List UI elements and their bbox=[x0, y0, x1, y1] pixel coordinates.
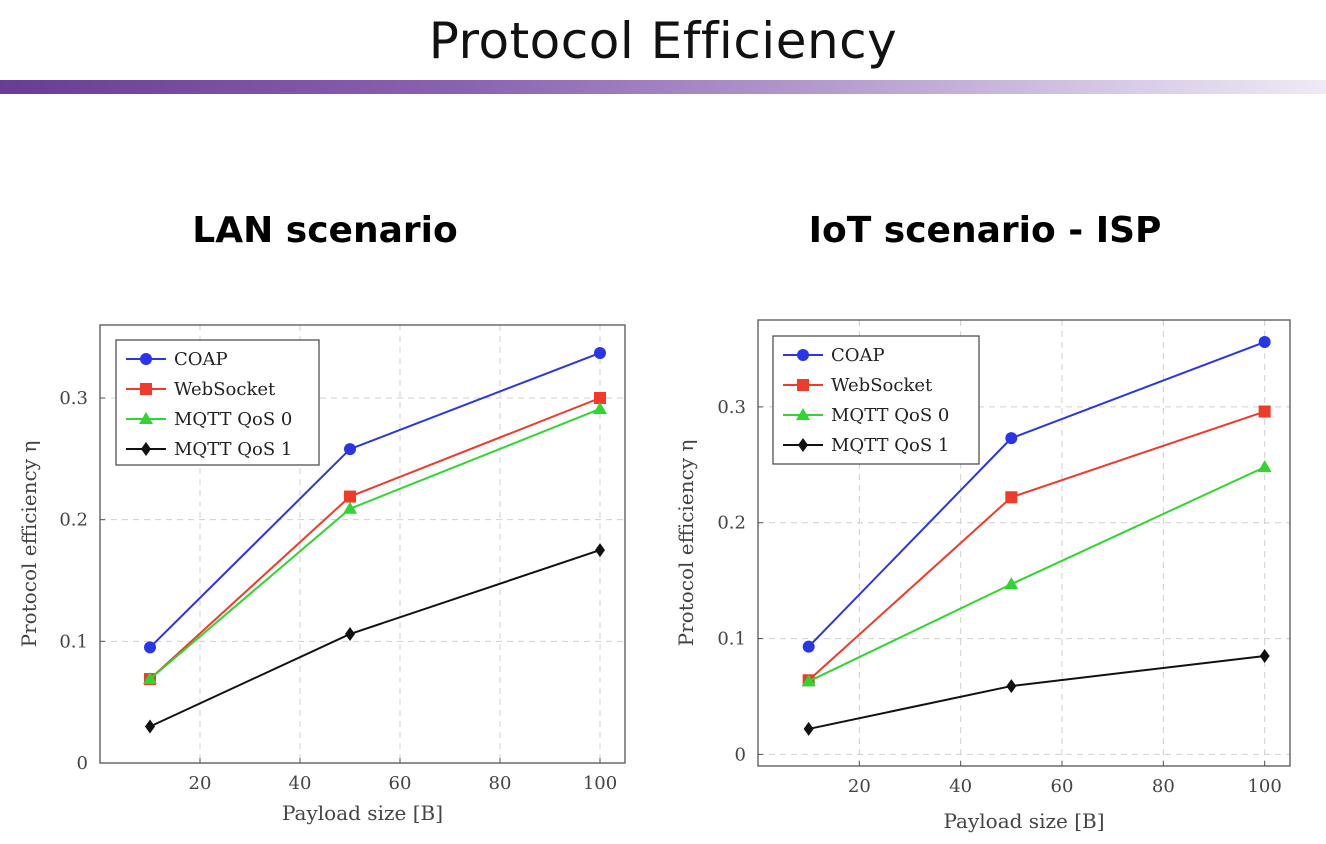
data-point bbox=[801, 674, 816, 687]
series-mqtt-qos-1 bbox=[145, 543, 605, 734]
x-tick-label: 20 bbox=[189, 773, 212, 794]
x-tick-label: 80 bbox=[489, 773, 512, 794]
y-tick-label: 0.2 bbox=[717, 513, 746, 534]
data-point bbox=[594, 392, 606, 404]
data-point bbox=[1258, 405, 1271, 418]
data-point bbox=[344, 490, 356, 503]
legend-label: MQTT QoS 1 bbox=[174, 439, 292, 460]
y-axis-label: Protocol efficiency η bbox=[674, 440, 698, 647]
legend-label: MQTT QoS 0 bbox=[831, 405, 949, 426]
series-coap bbox=[144, 346, 606, 654]
data-point bbox=[1258, 336, 1271, 349]
legend-swatch-marker bbox=[139, 412, 153, 424]
legend-label: COAP bbox=[174, 349, 228, 370]
y-tick-label: 0.3 bbox=[59, 388, 88, 409]
legend-label: MQTT QoS 1 bbox=[831, 435, 949, 456]
data-point bbox=[1006, 679, 1017, 694]
legend-swatch-marker bbox=[797, 379, 809, 391]
legend-swatch-marker bbox=[797, 349, 809, 361]
data-point bbox=[593, 401, 607, 414]
iot-legend: COAP WebSocket MQTT QoS 0 MQTT QoS 1 bbox=[772, 335, 980, 465]
lan-legend: COAP WebSocket MQTT QoS 0 MQTT QoS 1 bbox=[115, 339, 320, 466]
legend-label: COAP bbox=[831, 345, 885, 366]
data-point bbox=[145, 719, 155, 734]
data-point bbox=[594, 346, 606, 359]
legend-swatch-marker bbox=[140, 353, 152, 365]
slide-title: Protocol Efficiency bbox=[428, 12, 898, 70]
series-mqtt-qos-1 bbox=[803, 648, 1270, 736]
iot-plot-frame bbox=[757, 319, 1291, 767]
data-point bbox=[1004, 577, 1019, 590]
legend-swatch-marker bbox=[796, 408, 810, 420]
lan-grid bbox=[100, 325, 625, 764]
data-point bbox=[1257, 460, 1272, 473]
data-point bbox=[1005, 432, 1018, 445]
data-point bbox=[144, 641, 156, 654]
legend-swatch-marker bbox=[141, 442, 151, 456]
legend-swatch-marker bbox=[140, 383, 152, 395]
legend-swatch-marker bbox=[798, 438, 808, 452]
y-tick-label: 0 bbox=[77, 753, 88, 774]
x-axis-label: Payload size [B] bbox=[282, 801, 443, 825]
x-tick-label: 40 bbox=[949, 776, 972, 797]
x-tick-label: 60 bbox=[389, 773, 412, 794]
y-tick-label: 0.1 bbox=[717, 629, 746, 650]
y-tick-label: 0.2 bbox=[59, 510, 88, 531]
chart-title-lan: LAN scenario bbox=[192, 210, 458, 251]
legend-label: MQTT QoS 0 bbox=[174, 409, 292, 430]
legend-label: WebSocket bbox=[831, 375, 933, 396]
series-line bbox=[149, 549, 601, 728]
lan-chart: 20 40 60 80 100 0 0.1 0.2 0.3 Payload size [B] Pro… bbox=[17, 324, 626, 825]
x-tick-label: 60 bbox=[1051, 776, 1074, 797]
x-tick-label: 80 bbox=[1152, 776, 1175, 797]
y-tick-label: 0 bbox=[735, 744, 746, 765]
title-accent-bar bbox=[0, 80, 1326, 94]
chart-title-iot: IoT scenario - ISP bbox=[808, 210, 1162, 251]
data-point bbox=[343, 501, 357, 514]
x-tick-label: 100 bbox=[583, 773, 617, 794]
series-line bbox=[808, 466, 1266, 683]
data-point bbox=[1259, 648, 1270, 663]
data-point bbox=[143, 672, 157, 685]
x-tick-label: 20 bbox=[848, 776, 871, 797]
data-point bbox=[803, 721, 814, 736]
data-point bbox=[802, 640, 815, 653]
x-tick-label: 100 bbox=[1247, 776, 1281, 797]
lan-plot-frame bbox=[99, 324, 626, 764]
series-coap bbox=[802, 336, 1271, 653]
data-point bbox=[1005, 491, 1018, 504]
series-line bbox=[808, 654, 1265, 730]
data-point bbox=[345, 627, 355, 642]
x-tick-label: 40 bbox=[289, 773, 312, 794]
data-point bbox=[595, 543, 605, 558]
legend-label: WebSocket bbox=[174, 379, 276, 400]
iot-chart: 20 40 60 80 100 0 0.1 0.2 0.3 Payload size [B] Pro… bbox=[674, 319, 1291, 833]
x-axis-label: Payload size [B] bbox=[944, 809, 1105, 833]
y-axis-label: Protocol efficiency η bbox=[17, 441, 41, 648]
y-tick-label: 0.1 bbox=[59, 631, 88, 652]
series-mqtt-qos-0 bbox=[143, 401, 607, 685]
y-tick-label: 0.3 bbox=[717, 397, 746, 418]
series-mqtt-qos-0 bbox=[801, 460, 1272, 687]
data-point bbox=[344, 443, 356, 456]
